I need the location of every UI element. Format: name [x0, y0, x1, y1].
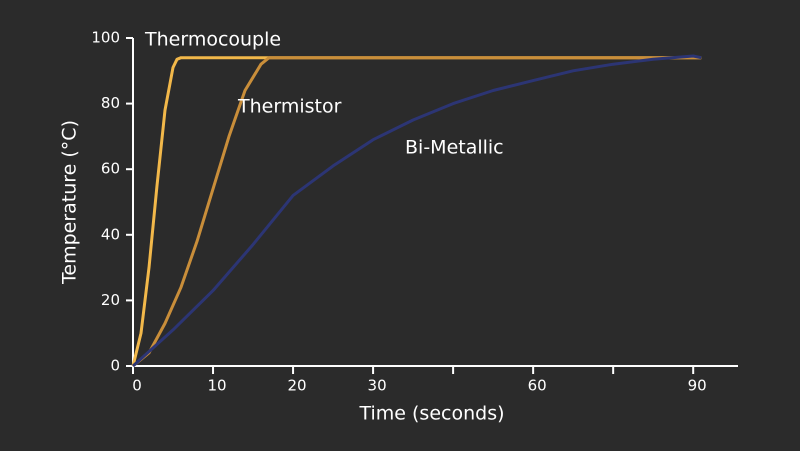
y-tick-label: 40: [101, 225, 120, 243]
series-line: [131, 56, 702, 367]
y-tick-label: 60: [101, 160, 120, 178]
x-tick-label: 20: [288, 377, 307, 395]
x-axis-title: Time (seconds): [358, 403, 504, 425]
x-tick-label: 0: [132, 377, 142, 395]
series-label: Bi-Metallic: [405, 137, 504, 159]
y-tick-label: 0: [110, 357, 120, 375]
x-tick-label: 90: [688, 377, 707, 395]
series-line: [132, 56, 702, 368]
y-axis-title: Temperature (°C): [59, 120, 81, 285]
series-label: Thermocouple: [144, 29, 281, 51]
x-tick-label: 10: [207, 377, 226, 395]
y-tick-label: 80: [101, 94, 120, 112]
x-tick-label: 30: [368, 377, 387, 395]
y-tick-label: 100: [91, 29, 120, 47]
y-tick-label: 20: [101, 291, 120, 309]
x-tick-label: 60: [528, 377, 547, 395]
series-label: Thermistor: [237, 96, 342, 118]
series-line: [131, 54, 702, 368]
